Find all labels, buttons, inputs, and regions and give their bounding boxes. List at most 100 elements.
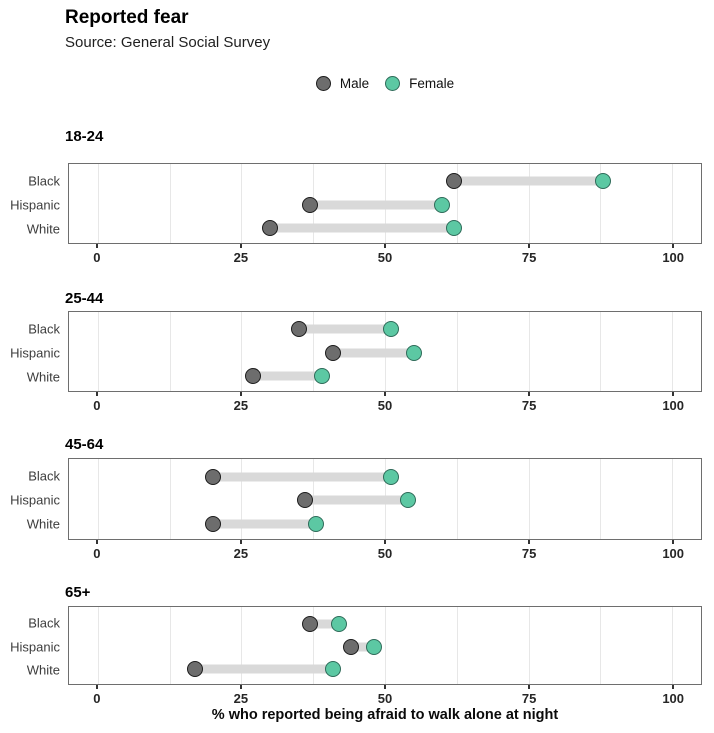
x-tick-label: 50 xyxy=(377,250,393,265)
female-dot xyxy=(399,492,416,509)
grid-line xyxy=(169,607,171,684)
grid-line xyxy=(456,312,458,391)
connector-bar xyxy=(350,642,374,652)
y-axis-label: Black xyxy=(28,321,60,337)
facet-title: 25-44 xyxy=(65,290,104,307)
male-dot xyxy=(325,344,342,361)
x-tick xyxy=(528,540,530,544)
facet-panel xyxy=(68,458,702,540)
x-tick-label: 75 xyxy=(521,250,537,265)
x-tick-label: 0 xyxy=(93,250,101,265)
x-tick-label: 100 xyxy=(662,250,685,265)
x-tick-label: 0 xyxy=(93,546,101,561)
grid-line xyxy=(672,607,674,684)
connector-bar xyxy=(304,495,408,505)
x-tick xyxy=(240,244,242,248)
male-dot xyxy=(342,638,359,655)
x-tick xyxy=(528,685,530,689)
connector-bar xyxy=(212,472,391,482)
y-axis-label: Black xyxy=(28,468,60,484)
x-tick xyxy=(672,685,674,689)
connector-bar xyxy=(298,324,391,334)
grid-line xyxy=(456,164,458,243)
facet-panel xyxy=(68,163,702,244)
female-dot xyxy=(365,638,382,655)
female-dot xyxy=(595,173,612,190)
x-tick xyxy=(240,685,242,689)
connector-bar xyxy=(453,176,604,186)
x-tick xyxy=(96,392,98,396)
grid-line xyxy=(385,607,386,684)
male-dot-icon xyxy=(315,76,331,91)
x-tick xyxy=(96,540,98,544)
female-dot xyxy=(434,196,451,213)
x-tick-label: 25 xyxy=(233,546,249,561)
y-axis-label: Hispanic xyxy=(10,492,60,508)
male-dot xyxy=(262,219,279,236)
male-dot xyxy=(187,661,204,678)
connector-bar xyxy=(195,664,334,674)
female-dot xyxy=(445,219,462,236)
female-dot xyxy=(308,515,325,532)
grid-line xyxy=(672,164,674,243)
grid-line xyxy=(97,607,99,684)
grid-line xyxy=(600,607,602,684)
grid-line xyxy=(169,459,171,539)
female-dot-icon xyxy=(385,76,401,91)
grid-line xyxy=(672,312,674,391)
x-tick-label: 50 xyxy=(377,691,393,706)
grid-line xyxy=(241,312,243,391)
y-axis-label: Black xyxy=(28,615,60,631)
x-tick xyxy=(240,540,242,544)
x-tick xyxy=(384,392,386,396)
x-axis-title: % who reported being afraid to walk alon… xyxy=(211,707,559,723)
x-tick-label: 100 xyxy=(662,691,685,706)
x-tick xyxy=(96,244,98,248)
connector-bar xyxy=(252,371,322,381)
grid-line xyxy=(456,459,458,539)
grid-line xyxy=(241,164,243,243)
legend-item-male: Male xyxy=(315,76,370,91)
connector-bar xyxy=(310,619,340,629)
x-tick xyxy=(384,244,386,248)
grid-line xyxy=(600,312,602,391)
y-axis-label: Hispanic xyxy=(10,345,60,361)
male-dot xyxy=(296,492,313,509)
male-dot xyxy=(302,196,319,213)
legend-label-male: Male xyxy=(339,76,370,91)
female-dot xyxy=(405,344,422,361)
legend: Male Female xyxy=(68,76,702,91)
x-tick-label: 100 xyxy=(662,546,685,561)
female-dot xyxy=(313,367,330,384)
grid-line xyxy=(97,164,99,243)
chart-subtitle: Source: General Social Survey xyxy=(65,34,271,51)
grid-line xyxy=(456,607,458,684)
grid-line xyxy=(241,459,243,539)
x-tick-label: 75 xyxy=(521,691,537,706)
male-dot xyxy=(204,468,221,485)
grid-line xyxy=(528,459,530,539)
grid-line xyxy=(313,312,315,391)
facet-title: 65+ xyxy=(65,584,91,601)
facet-title: 45-64 xyxy=(65,436,104,453)
x-tick-label: 75 xyxy=(521,546,537,561)
grid-line xyxy=(241,607,243,684)
x-tick xyxy=(528,244,530,248)
y-axis-label: Hispanic xyxy=(10,639,60,655)
x-tick xyxy=(96,685,98,689)
x-tick-label: 50 xyxy=(377,398,393,413)
y-axis-label: White xyxy=(26,516,60,532)
grid-line xyxy=(672,459,674,539)
y-axis-label: White xyxy=(26,662,60,678)
male-dot xyxy=(302,615,319,632)
connector-bar xyxy=(310,200,443,210)
legend-label-female: Female xyxy=(409,76,455,91)
y-axis-label: White xyxy=(26,221,60,237)
x-tick-label: 50 xyxy=(377,546,393,561)
female-dot xyxy=(325,661,342,678)
x-tick-label: 25 xyxy=(233,691,249,706)
x-tick xyxy=(384,540,386,544)
male-dot xyxy=(244,367,261,384)
grid-line xyxy=(169,312,171,391)
x-tick xyxy=(672,540,674,544)
